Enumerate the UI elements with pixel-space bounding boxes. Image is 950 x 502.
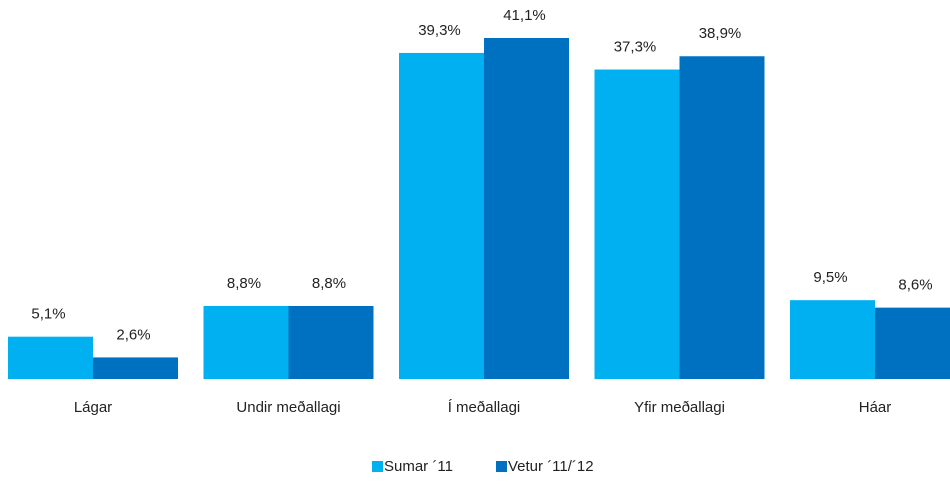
bar (399, 52, 484, 380)
x-tick-label: Yfir meðallagi (634, 399, 725, 416)
x-tick-label: Undir meðallagi (236, 399, 340, 416)
bar (8, 336, 93, 379)
data-label: 8,8% (312, 275, 346, 292)
legend-swatch (496, 461, 507, 472)
bar (203, 305, 289, 379)
bar (484, 38, 569, 379)
bar (790, 300, 875, 379)
bar (594, 69, 680, 379)
data-label: 8,6% (898, 277, 932, 294)
legend-label: Sumar ´11 (384, 458, 453, 475)
bar (93, 357, 178, 379)
data-label: 2,6% (116, 326, 150, 343)
data-label: 38,9% (699, 25, 742, 42)
legend-label: Vetur ´11/´12 (508, 458, 594, 475)
x-tick-label: Háar (859, 399, 892, 416)
legend-swatch (372, 461, 383, 472)
data-label: 8,8% (227, 275, 261, 292)
data-label: 39,3% (418, 22, 461, 39)
data-label: 5,1% (31, 306, 65, 323)
data-label: 37,3% (614, 38, 657, 55)
x-tick-label: Í meðallagi (448, 399, 521, 416)
x-tick-label: Lágar (74, 399, 112, 416)
bar (875, 307, 950, 379)
bar (679, 56, 765, 379)
data-label: 41,1% (503, 7, 546, 24)
data-label: 9,5% (813, 269, 847, 286)
bar (288, 305, 374, 379)
